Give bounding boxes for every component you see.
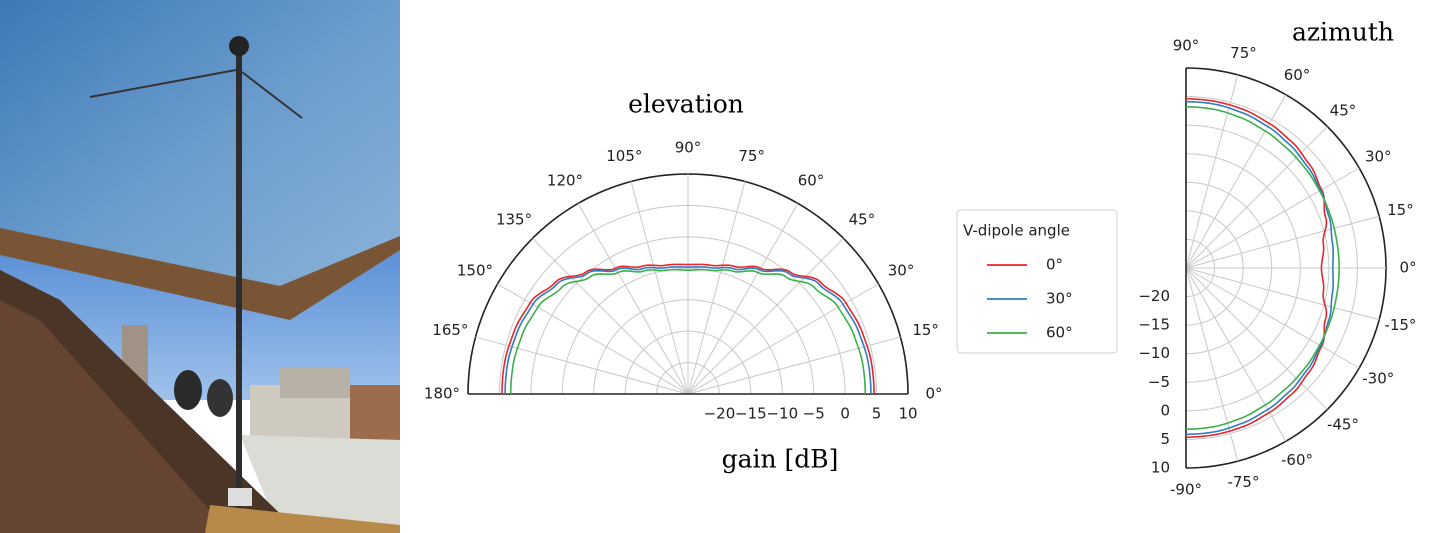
azimuth-angular-gridline [1185, 267, 1380, 321]
dipole-arm-right [241, 71, 303, 119]
roof-tiles [0, 300, 230, 533]
azimuth-radial-tick-label: −10 [1138, 344, 1170, 362]
azimuth-angle-tick-label: 60° [1284, 66, 1311, 84]
elevation-angular-gridline [687, 336, 901, 395]
azimuth-angle-tick-label: 75° [1230, 44, 1257, 62]
legend-entry: 0° [1046, 256, 1063, 274]
antenna-mast [236, 45, 242, 515]
elevation-angle-tick-label: 180° [424, 385, 460, 403]
elevation-angle-tick-label: 45° [849, 211, 876, 229]
elevation-xlabel: gain [dB] [722, 445, 839, 474]
elevation-angle-tick-label: 15° [912, 321, 939, 339]
azimuth-angle-tick-label: -60° [1281, 451, 1313, 469]
roof-right [350, 385, 400, 445]
elevation-angle-tick-label: 165° [432, 321, 468, 339]
elevation-angle-tick-label: 150° [457, 262, 493, 280]
azimuth-angular-gridline [1185, 167, 1360, 269]
elevation-radial-tick-label: −20 [704, 405, 736, 423]
elevation-series-line-0 [501, 263, 875, 395]
charts-area: 0° 15° 30° 45° 60° 75° 90° 105° 120° 135° 150° 165°… [424, 18, 1417, 499]
legend-title: V-dipole angle [963, 222, 1070, 240]
azimuth-angle-tick-label: -15° [1384, 316, 1416, 334]
elevation-radial-tick-label: 5 [872, 405, 882, 423]
satellite-dish-1 [174, 370, 202, 410]
elevation-angular-gridline [630, 181, 689, 395]
building-tall [280, 368, 350, 398]
window-glass [0, 0, 400, 290]
legend-entry: 60° [1046, 324, 1073, 342]
mast-clamp [228, 488, 252, 506]
elevation-angle-tick-label: 120° [547, 171, 583, 189]
elevation-radial-tick-label: 0 [840, 405, 850, 423]
azimuth-angular-gridline [1185, 94, 1287, 269]
elevation-angle-tick-label: 105° [606, 147, 642, 165]
elevation-radial-tick-label: −5 [803, 405, 825, 423]
elevation-angular-gridline [577, 203, 689, 395]
terrace [240, 435, 400, 533]
azimuth-angle-tick-label: 30° [1365, 148, 1392, 166]
elevation-angle-tick-label: 135° [496, 211, 532, 229]
elevation-angle-tick-label: 90° [675, 139, 702, 157]
legend-box [956, 209, 1118, 354]
elevation-angular-gridline [497, 283, 689, 395]
azimuth-angle-tick-label: -90° [1170, 481, 1202, 499]
azimuth-angle-tick-label: 15° [1387, 201, 1414, 219]
azimuth-angular-gridline [1185, 267, 1360, 369]
azimuth-radial-tick-label: −15 [1138, 316, 1170, 334]
elevation-series-line-1 [504, 266, 872, 395]
azimuth-series-line-2 [1185, 106, 1340, 430]
azimuth-radial-tick-label: 10 [1151, 459, 1170, 477]
elevation-angular-gridline [687, 203, 799, 395]
azimuth-angular-gridline [1185, 267, 1287, 442]
elevation-angle-tick-label: 75° [738, 147, 765, 165]
azimuth-radial-tick-label: 5 [1160, 430, 1170, 448]
azimuth-angle-tick-label: -45° [1327, 415, 1359, 433]
azimuth-title: azimuth [1292, 18, 1394, 47]
elevation-angular-gridline [687, 283, 879, 395]
legend-entry: 30° [1046, 290, 1073, 308]
legend: V-dipole angle 0° 30° 60° [956, 209, 1118, 354]
antenna-hub [229, 36, 249, 56]
azimuth-angular-gridline [1185, 267, 1239, 462]
elevation-angle-tick-label: 0° [925, 385, 942, 403]
azimuth-angular-gridline [1185, 126, 1328, 269]
satellite-dish-2 [207, 379, 233, 417]
azimuth-angular-gridline [1185, 74, 1239, 269]
elevation-angular-gridline [532, 238, 689, 395]
azimuth-series-line-0 [1185, 98, 1328, 438]
azimuth-series-line-1 [1185, 100, 1334, 436]
elevation-angular-gridline [687, 238, 844, 395]
elevation-chart: 0° 15° 30° 45° 60° 75° 90° 105° 120° 135° 150° 165°… [424, 90, 943, 474]
elevation-angle-tick-label: 60° [798, 171, 825, 189]
azimuth-radial-tick-label: −5 [1148, 373, 1170, 391]
azimuth-angle-tick-label: -30° [1362, 370, 1394, 388]
azimuth-angle-tick-label: 90° [1173, 37, 1200, 55]
azimuth-angle-tick-label: -75° [1227, 473, 1259, 491]
azimuth-radial-tick-label: 0 [1160, 401, 1170, 419]
window-sill [205, 505, 400, 533]
azimuth-radial-tick-label: −20 [1138, 287, 1170, 305]
elevation-angle-tick-label: 30° [888, 262, 915, 280]
elevation-title: elevation [628, 90, 744, 119]
azimuth-angular-gridline [1185, 267, 1328, 410]
elevation-series-line-2 [509, 268, 867, 395]
elevation-radial-tick-label: 10 [898, 405, 917, 423]
elevation-angular-gridline [475, 336, 689, 395]
elevation-angular-gridline [687, 181, 746, 395]
azimuth-angle-tick-label: 0° [1399, 259, 1416, 277]
dipole-arm-left [89, 69, 237, 98]
azimuth-angle-tick-label: 45° [1330, 102, 1357, 120]
elevation-radial-tick-label: −10 [766, 405, 798, 423]
antenna-photo [0, 0, 400, 533]
azimuth-angular-gridline [1185, 215, 1380, 269]
elevation-radial-tick-label: −15 [735, 405, 767, 423]
window-frame-bottom [0, 228, 400, 320]
azimuth-chart: -90° -75° -60° -45° -30° -15° 0° 15° 30° 45° 60° 75… [1138, 18, 1416, 499]
